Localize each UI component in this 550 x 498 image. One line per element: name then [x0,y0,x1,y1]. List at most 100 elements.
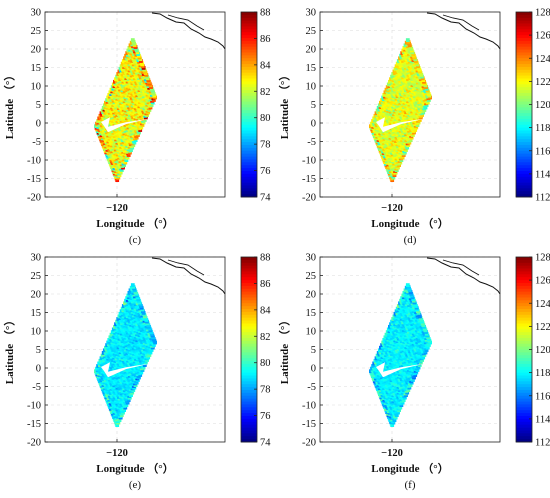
colorbar-tick-label: 84 [260,60,271,71]
colorbar-step [241,46,257,50]
y-tick-label: 10 [306,82,317,93]
colorbar-step [241,72,257,76]
colorbar-step [241,69,257,74]
y-tick-label: -10 [302,156,316,167]
colorbar-step [241,35,257,39]
colorbar-step [241,314,257,319]
colorbar-step [241,436,257,440]
colorbar-step [241,303,257,307]
colorbar-step [241,124,257,129]
panel-label: (e) [129,479,142,491]
colorbar-tick-label: 112 [535,193,550,204]
colorbar-step [516,121,532,126]
colorbar-step [241,84,257,88]
colorbar-step [241,98,257,103]
colorbar-step [241,430,257,434]
colorbar-step [241,317,257,321]
colorbar-step [241,159,257,163]
y-tick-label: 20 [31,45,42,56]
colorbar-tick-label: 80 [260,113,271,124]
colorbar-step [241,262,257,267]
colorbar-step [241,78,257,82]
colorbar-step [516,64,532,68]
heatmap-cells [94,38,157,182]
colorbar-step [241,395,257,400]
colorbar-step [241,116,257,120]
colorbar-step [241,23,257,27]
colorbar-step [241,26,257,30]
colorbar-step [516,61,532,65]
colorbar-step [516,92,532,97]
colorbar-step [516,173,532,178]
colorbar-step [241,32,257,36]
colorbar-step [516,170,532,175]
colorbar-step [516,55,532,59]
colorbar-step [241,153,257,157]
colorbar-step [516,191,532,195]
colorbar-step [516,78,532,82]
colorbar-step [241,61,257,65]
colorbar-step [241,361,257,365]
colorbar-step [241,142,257,146]
colorbar-step [241,424,257,428]
colorbar-step [241,387,257,391]
y-axis-label: Latitude （°） [3,70,16,140]
colorbar-step [241,17,257,22]
colorbar-step [241,107,257,111]
coastline [167,259,205,276]
y-tick-label: 0 [36,364,41,375]
colorbar-step [241,259,257,264]
y-tick-label: -5 [32,137,41,148]
colorbar-step [516,156,532,160]
colorbar-step [516,52,532,56]
colorbar-step [241,55,257,59]
colorbar-step [241,133,257,137]
colorbar-step [241,326,257,330]
colorbar-step [241,127,257,131]
y-tick-label: 25 [306,26,317,37]
colorbar-step [241,384,257,388]
colorbar-step [241,320,257,324]
colorbar-step [241,90,257,94]
coastline [167,14,205,31]
colorbar-step [241,38,257,42]
colorbar-step [241,375,257,379]
colorbar-step [241,311,257,316]
colorbar-step [516,17,532,22]
x-tick-label: −120 [106,448,128,459]
colorbar-tick-label: 82 [260,87,271,98]
colorbar-step [241,168,257,172]
colorbar-step [516,46,532,50]
colorbar-step [241,162,257,166]
colorbar-step [241,366,257,371]
colorbar-step [516,127,532,131]
colorbar-step [516,124,532,129]
colorbar-step [516,81,532,85]
colorbar-step [241,95,257,100]
colorbar-step [241,12,257,16]
colorbar-tick-label: 88 [260,8,271,19]
colorbar-step [241,194,257,198]
colorbar-step [241,29,257,33]
x-tick-label: −120 [106,203,128,214]
colorbar-step [516,165,532,169]
colorbar-step [241,150,257,155]
colorbar-step [516,32,532,36]
colorbar-step [516,133,532,137]
colorbar-step [241,139,257,143]
y-axis-label: Latitude （°） [278,70,291,140]
colorbar-step [516,110,532,114]
colorbar-step [516,35,532,39]
colorbar-step [241,14,257,19]
colorbar-step [241,378,257,382]
colorbar-frame [240,256,258,443]
colorbar-step [241,144,257,149]
colorbar-step [516,113,532,117]
colorbar-step [516,159,532,163]
colorbar-step [241,291,257,295]
colorbar-step [516,107,532,111]
colorbar-step [241,340,257,345]
